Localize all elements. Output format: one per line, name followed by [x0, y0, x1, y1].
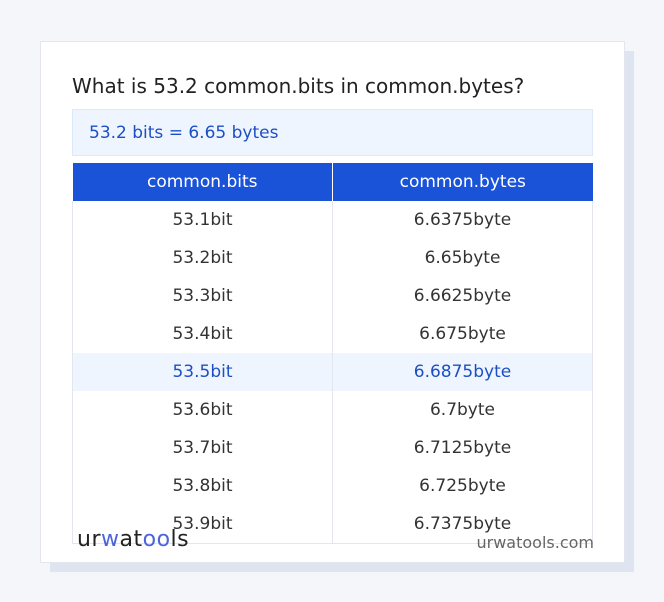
bytes-cell: 6.6625byte: [332, 277, 593, 315]
bits-cell: 53.8bit: [72, 467, 333, 505]
bits-cell: 53.5bit: [72, 353, 333, 391]
bits-cell: 53.7bit: [72, 429, 333, 467]
header-bytes: common.bytes: [332, 163, 593, 201]
table-row: 53.5bit 6.6875byte: [72, 353, 593, 391]
header-bits: common.bits: [72, 163, 333, 201]
bytes-cell: 6.675byte: [332, 315, 593, 353]
bytes-cell: 6.725byte: [332, 467, 593, 505]
page-title: What is 53.2 common.bits in common.bytes…: [72, 74, 525, 98]
bits-cell: 53.4bit: [72, 315, 333, 353]
urwatools-logo[interactable]: urwatools: [77, 527, 190, 552]
table-row: 53.2bit 6.65byte: [72, 239, 593, 277]
bits-cell: 53.9bit: [72, 505, 333, 544]
result-box: 53.2 bits = 6.65 bytes: [72, 109, 593, 156]
table-row: 53.8bit 6.725byte: [72, 467, 593, 505]
site-link[interactable]: urwatools.com: [476, 533, 595, 552]
bits-cell: 53.2bit: [72, 239, 333, 277]
table-row: 53.1bit 6.6375byte: [72, 201, 593, 239]
bytes-cell: 6.7375byte: [332, 505, 593, 544]
bytes-cell: 6.6375byte: [332, 201, 593, 239]
bytes-cell: 6.7byte: [332, 391, 593, 429]
bits-cell: 53.1bit: [72, 201, 333, 239]
conversion-table: common.bits common.bytes 53.1bit 6.6375by…: [72, 163, 593, 544]
bits-cell: 53.3bit: [72, 277, 333, 315]
bytes-cell: 6.6875byte: [332, 353, 593, 391]
table-row: 53.9bit 6.7375byte: [72, 505, 593, 544]
bytes-cell: 6.65byte: [332, 239, 593, 277]
table-row: 53.4bit 6.675byte: [72, 315, 593, 353]
bits-cell: 53.6bit: [72, 391, 333, 429]
table-row: 53.7bit 6.7125byte: [72, 429, 593, 467]
bytes-cell: 6.7125byte: [332, 429, 593, 467]
conversion-card: What is 53.2 common.bits in common.bytes…: [40, 41, 625, 563]
table-row: 53.3bit 6.6625byte: [72, 277, 593, 315]
table-row: 53.6bit 6.7byte: [72, 391, 593, 429]
